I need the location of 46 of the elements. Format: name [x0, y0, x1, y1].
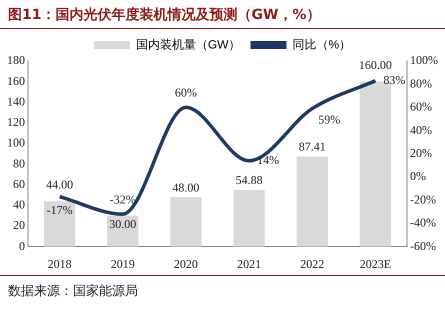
x-tick-label: 2023E — [360, 256, 392, 271]
y2-tick-label: -60% — [410, 238, 436, 253]
data-label: 48.00 — [172, 180, 200, 194]
x-tick-label: 2019 — [110, 256, 135, 271]
bar — [170, 197, 202, 247]
y-tick-label: 120 — [7, 115, 25, 130]
data-label: 30.00 — [109, 216, 136, 231]
y-tick-label: 140 — [7, 94, 25, 108]
y-tick-label: 0 — [19, 238, 25, 253]
data-label: 60% — [174, 86, 197, 100]
bar — [107, 216, 138, 247]
y-tick-label: 160 — [7, 74, 25, 88]
y2-tick-label: 20% — [410, 146, 432, 160]
x-tick-label: 2020 — [174, 256, 198, 271]
data-label: 59% — [318, 112, 340, 127]
y2-tick-label: 80% — [410, 76, 432, 90]
y-tick-label: 100 — [7, 136, 25, 150]
bar — [296, 156, 328, 247]
y2-tick-label: 100% — [410, 53, 438, 68]
data-label: 87.41 — [298, 140, 326, 154]
bar — [233, 190, 265, 247]
y-tick-label: 20 — [13, 218, 25, 232]
x-tick-label: 2022 — [300, 256, 324, 271]
data-label: -17% — [46, 202, 73, 217]
source-note: 数据来源：国家能源局 — [0, 275, 445, 306]
bar — [44, 201, 76, 247]
y2-tick-label: -20% — [410, 192, 436, 206]
x-tick-label: 2021 — [237, 256, 262, 271]
data-label: 14% — [257, 152, 280, 167]
y-tick-label: 180 — [7, 53, 25, 68]
data-label: 83% — [383, 72, 406, 87]
y-tick-label: 60 — [13, 176, 25, 191]
data-label: 44.00 — [46, 177, 74, 192]
y2-tick-label: 40% — [410, 122, 432, 137]
y2-tick-label: -40% — [410, 216, 436, 230]
data-label: 160.00 — [358, 58, 392, 72]
y-tick-label: 80 — [13, 156, 25, 170]
y-tick-label: 40 — [13, 198, 25, 212]
legend-label: 国内装机量（GW） — [136, 37, 241, 52]
data-label: -32% — [110, 192, 136, 206]
x-tick-label: 2018 — [48, 256, 72, 271]
data-label: 54.88 — [236, 173, 263, 188]
legend-label: 同比（%） — [292, 37, 352, 52]
chart-title: 图11：国内光伏年度装机情况及预测（GW，%） — [0, 0, 445, 29]
y2-tick-label: 60% — [410, 100, 432, 114]
y2-tick-label: 0% — [410, 169, 426, 184]
